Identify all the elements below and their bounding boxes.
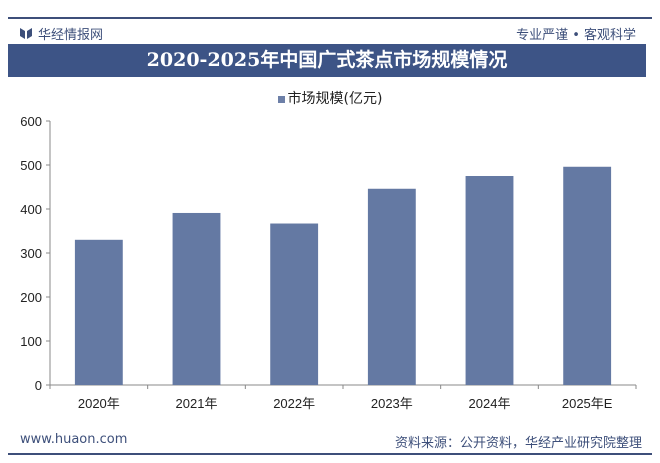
x-tick-label: 2021年: [176, 396, 218, 411]
legend-label: 市场规模(亿元): [287, 91, 383, 107]
slogan: 专业严谨 • 客观科学: [516, 28, 636, 43]
legend: 市场规模(亿元): [0, 88, 660, 108]
x-tick-label: 2023年: [371, 396, 413, 411]
bar-2022年: [270, 223, 319, 385]
y-tick-label: 300: [20, 246, 42, 261]
bar-2020年: [74, 239, 123, 385]
brand-logo-icon: [20, 28, 32, 39]
y-tick-label: 600: [20, 114, 42, 129]
x-tick-label: 2022年: [273, 396, 315, 411]
brand-name: 华经情报网: [38, 28, 104, 43]
website: www.huaon.com: [20, 432, 128, 447]
bar-2024年: [465, 176, 514, 385]
y-tick-label: 500: [20, 158, 42, 173]
legend-swatch: [277, 95, 285, 103]
x-tick-label: 2025年E: [562, 396, 613, 411]
source-note: 资料来源：公开资料，华经产业研究院整理: [394, 436, 642, 451]
bar-2025年E: [563, 166, 612, 385]
brand: 华经情报网: [20, 24, 103, 43]
x-tick-label: 2024年: [469, 396, 511, 411]
bottom-divider: [8, 453, 652, 455]
y-tick-label: 200: [20, 290, 42, 305]
top-divider: [8, 17, 652, 19]
bar-2021年: [172, 212, 221, 385]
bar-2023年: [367, 188, 416, 385]
chart-title: 2020-2025年中国广式茶点市场规模情况: [8, 44, 646, 77]
y-tick-label: 0: [35, 378, 42, 393]
y-tick-label: 400: [20, 202, 42, 217]
x-tick-label: 2020年: [78, 396, 120, 411]
y-tick-label: 100: [20, 334, 42, 349]
